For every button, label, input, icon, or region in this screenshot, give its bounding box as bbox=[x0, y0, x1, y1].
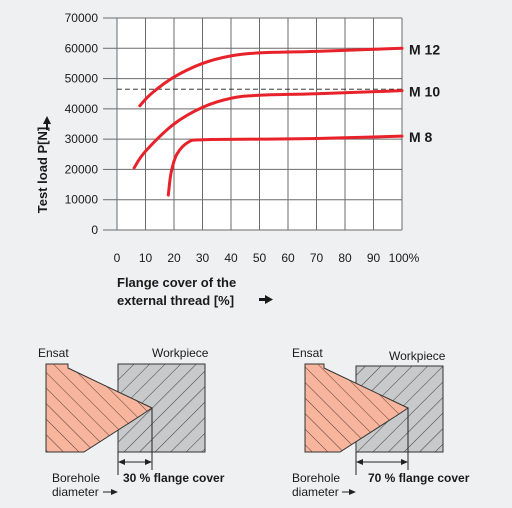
ensat-label: Ensat bbox=[38, 346, 69, 360]
y-tick-label: 20000 bbox=[65, 162, 99, 176]
x-tick-label: 70 bbox=[310, 251, 324, 265]
workpiece-label: Workpiece bbox=[389, 349, 446, 363]
x-axis-label-line1: Flange cover of the bbox=[117, 275, 236, 290]
x-tick-label: 30 bbox=[196, 251, 210, 265]
borehole-label-2: diameter bbox=[292, 485, 339, 499]
series-label-m12: M 12 bbox=[409, 41, 440, 57]
borehole-label-2: diameter bbox=[52, 485, 99, 499]
x-tick-label: 50 bbox=[253, 251, 267, 265]
borehole-label-1: Borehole bbox=[292, 471, 340, 485]
arrow-left-icon bbox=[356, 459, 363, 465]
tick-labels: 0 10 20 30 40 50 60 70 80 90 100% 0 10000 20000 30000 4… bbox=[65, 11, 420, 265]
x-tick-label: 10 bbox=[139, 251, 153, 265]
y-tick-label: 0 bbox=[91, 223, 98, 237]
x-tick-label: 100% bbox=[389, 251, 420, 265]
y-tick-label: 10000 bbox=[65, 193, 99, 207]
x-axis-arrow-icon bbox=[259, 295, 273, 304]
x-axis-label-line2: external thread [%] bbox=[117, 293, 234, 308]
diagram-30-percent: Ensat Workpiece 30 % flange cover Boreho… bbox=[38, 346, 225, 499]
borehole-arrow-icon bbox=[111, 489, 118, 495]
y-tick-label: 30000 bbox=[65, 132, 99, 146]
series-line-m10 bbox=[132, 89, 404, 170]
borehole-arrow-icon bbox=[349, 489, 356, 495]
load-chart: 0 10 20 30 40 50 60 70 80 90 100% 0 10000 20000 30000 4… bbox=[35, 11, 440, 308]
x-tick-label: 40 bbox=[224, 251, 238, 265]
arrow-right-icon bbox=[145, 459, 152, 465]
x-tick-label: 20 bbox=[167, 251, 181, 265]
series-label-m10: M 10 bbox=[409, 84, 440, 100]
ensat-label: Ensat bbox=[292, 346, 323, 360]
flange-cover-label: 70 % flange cover bbox=[368, 471, 470, 485]
arrow-right-icon bbox=[401, 459, 408, 465]
x-tick-label: 80 bbox=[338, 251, 352, 265]
series-labels: M 12 M 10 M 8 bbox=[409, 41, 440, 145]
diagram-70-percent: Ensat Workpiece 70 % flange cover Boreho… bbox=[292, 346, 470, 499]
workpiece-label: Workpiece bbox=[152, 346, 209, 360]
series-line-m8 bbox=[166, 134, 404, 197]
y-tick-label: 50000 bbox=[65, 72, 99, 86]
y-tick-label: 60000 bbox=[65, 41, 99, 55]
y-tick-label: 70000 bbox=[65, 11, 99, 25]
ensat-insert bbox=[45, 363, 154, 453]
x-tick-label: 90 bbox=[367, 251, 381, 265]
y-axis-arrow-icon bbox=[43, 116, 51, 130]
y-axis-label: Test load P[N] bbox=[35, 127, 50, 213]
series-line-m12 bbox=[138, 46, 404, 108]
ensat-insert bbox=[304, 363, 410, 453]
x-tick-label: 60 bbox=[281, 251, 295, 265]
x-tick-label: 0 bbox=[114, 251, 121, 265]
grid bbox=[103, 17, 403, 231]
series-group bbox=[132, 46, 404, 197]
arrow-left-icon bbox=[118, 459, 125, 465]
flange-cover-label: 30 % flange cover bbox=[123, 471, 225, 485]
y-tick-label: 40000 bbox=[65, 102, 99, 116]
borehole-label-1: Borehole bbox=[52, 471, 100, 485]
series-label-m8: M 8 bbox=[409, 129, 433, 145]
